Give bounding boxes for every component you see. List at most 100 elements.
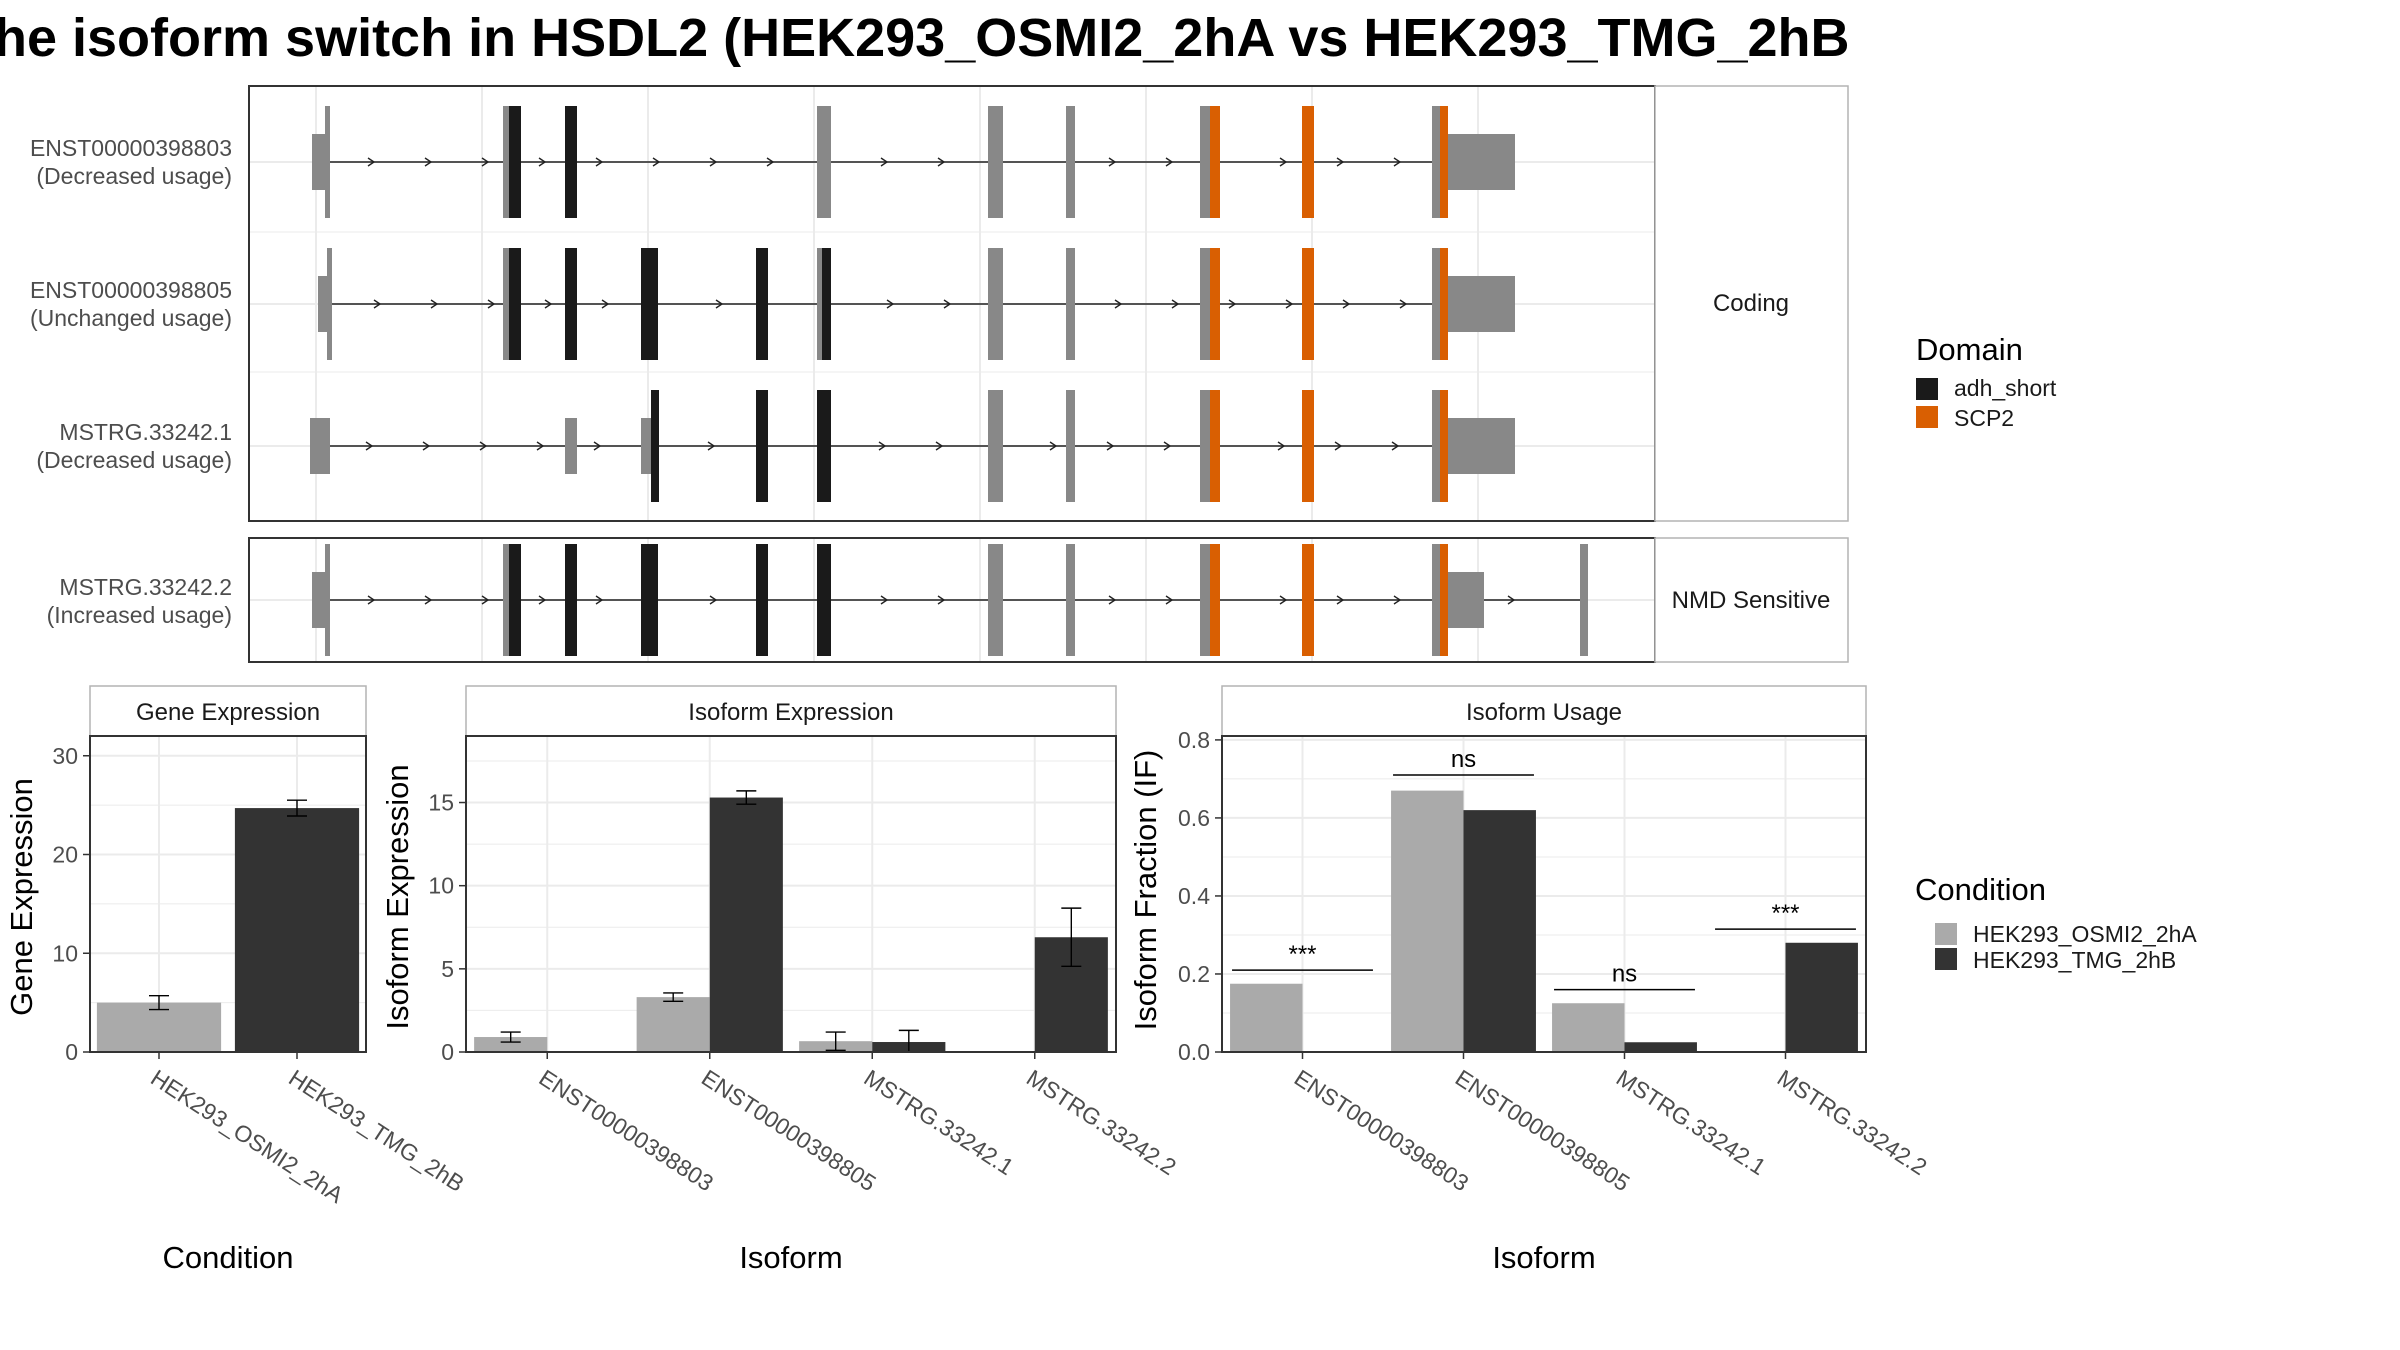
- transcript-1-usage: (Decreased usage): [36, 163, 232, 189]
- exon-utr: [327, 248, 332, 360]
- y-tick-label: 10: [428, 873, 454, 899]
- transcript-track-2: [318, 248, 1515, 360]
- strand-arrow: [487, 299, 496, 309]
- exon-utr: [641, 418, 651, 474]
- y-tick-label: 0: [65, 1039, 78, 1065]
- exon-scp2: [1210, 544, 1220, 656]
- significance-label: ***: [1771, 900, 1799, 927]
- exon-utr: [1432, 248, 1440, 360]
- exon-utr: [817, 106, 831, 218]
- transcript-4-id: MSTRG.33242.2: [59, 574, 232, 600]
- transcript-3-usage: (Decreased usage): [36, 447, 232, 473]
- transcript-track-1: [312, 106, 1515, 218]
- legend-swatch-cond2: [1935, 948, 1957, 970]
- y-tick-label: 10: [52, 940, 78, 966]
- legend-swatch-adh-short: [1916, 378, 1938, 400]
- legend-swatch-cond1: [1935, 923, 1957, 945]
- exon-utr: [503, 248, 509, 360]
- exon-adh-short: [565, 248, 577, 360]
- strand-arrow: [481, 157, 490, 167]
- strand-arrow: [1342, 299, 1351, 309]
- exon-scp2: [1210, 106, 1220, 218]
- coding-strip-label: Coding: [1713, 290, 1789, 317]
- bar-osmi2-ENST00000398803: [474, 1037, 548, 1052]
- nmd-strip-label: NMD Sensitive: [1672, 587, 1831, 614]
- strand-arrow: [1399, 299, 1408, 309]
- exon-utr: [817, 248, 822, 360]
- strand-arrow: [1279, 157, 1288, 167]
- legend-label-adh-short: adh_short: [1954, 375, 2057, 401]
- exon-adh-short: [817, 544, 831, 656]
- bar-tmg-ENST00000398805: [1463, 810, 1536, 1052]
- strand-arrow: [1391, 441, 1400, 451]
- exon-utr: [1448, 572, 1484, 628]
- exon-adh-short: [565, 106, 577, 218]
- exon-utr: [988, 248, 1003, 360]
- bar-osmi2-ENST00000398805: [636, 997, 710, 1052]
- exon-utr: [503, 544, 509, 656]
- legend-label-cond2: HEK293_TMG_2hB: [1973, 947, 2176, 973]
- strand-arrow: [481, 595, 490, 605]
- domain-legend: Domain adh_short SCP2: [1916, 332, 2057, 431]
- exon-utr: [988, 106, 1003, 218]
- gene-expression-strip-title: Gene Expression: [136, 699, 320, 726]
- x-tick-label: MSTRG.33242.2: [1022, 1064, 1181, 1180]
- x-tick-label: ENST00000398803: [1290, 1064, 1474, 1196]
- y-tick-label: 0.2: [1178, 961, 1210, 987]
- strand-arrow: [536, 441, 545, 451]
- exon-utr: [1448, 276, 1515, 332]
- strand-arrow: [424, 157, 433, 167]
- nmd-strip: [1654, 537, 1849, 663]
- transcript-4-usage: (Increased usage): [47, 602, 232, 628]
- exon-utr: [1432, 544, 1440, 656]
- strand-arrow: [709, 595, 718, 605]
- exon-adh-short: [651, 390, 659, 502]
- exon-utr: [318, 276, 327, 332]
- exon-scp2: [1302, 248, 1314, 360]
- isoform-expression-strip-title: Isoform Expression: [688, 699, 893, 726]
- y-tick-label: 20: [52, 842, 78, 868]
- strand-arrow: [595, 157, 604, 167]
- exon-scp2: [1440, 544, 1448, 656]
- y-tick-label: 0.0: [1178, 1039, 1210, 1065]
- bar-tmg-MSTRG.33242.1: [1624, 1042, 1697, 1052]
- panel-border: [1221, 735, 1867, 1053]
- exon-utr: [1200, 544, 1210, 656]
- strand-arrow: [880, 595, 889, 605]
- strand-arrow: [1393, 595, 1402, 605]
- bar-panel-3: *** ns ns *** 0.0 0.2 0.4 0.6 0.8 ENST00000398803…: [1178, 727, 1932, 1196]
- isoform-usage-strip-title: Isoform Usage: [1466, 699, 1622, 726]
- coding-strip: [1654, 85, 1849, 522]
- exon-scp2: [1302, 390, 1314, 502]
- strand-arrow: [707, 441, 716, 451]
- exon-utr: [1066, 106, 1075, 218]
- exon-utr: [1200, 106, 1210, 218]
- strand-arrow: [430, 299, 439, 309]
- strand-arrow: [937, 595, 946, 605]
- strand-arrow: [886, 299, 895, 309]
- condition-legend-title: Condition: [1915, 872, 2046, 907]
- exon-utr: [325, 106, 330, 218]
- exon-adh-short: [641, 544, 658, 656]
- strand-arrow: [766, 157, 775, 167]
- strand-arrow: [365, 441, 374, 451]
- panel-border: [89, 735, 367, 1053]
- exon-adh-short: [817, 390, 831, 502]
- significance-label: ***: [1288, 941, 1316, 968]
- exon-utr: [1448, 134, 1515, 190]
- strand-arrow: [937, 157, 946, 167]
- transcript-track-4: [312, 544, 1588, 656]
- strand-arrow: [1277, 441, 1286, 451]
- transcript-track-3: [310, 390, 1515, 502]
- exon-scp2: [1210, 390, 1220, 502]
- strand-arrow: [424, 595, 433, 605]
- isoform-usage-strip: [1221, 685, 1867, 737]
- exon-scp2: [1210, 248, 1220, 360]
- bar-osmi2-ENST00000398803: [1230, 983, 1303, 1052]
- exon-scp2: [1302, 544, 1314, 656]
- exon-utr: [1432, 106, 1440, 218]
- exon-utr: [312, 134, 327, 190]
- strand-arrow: [538, 157, 547, 167]
- x-tick-label: MSTRG.33242.1: [860, 1064, 1019, 1180]
